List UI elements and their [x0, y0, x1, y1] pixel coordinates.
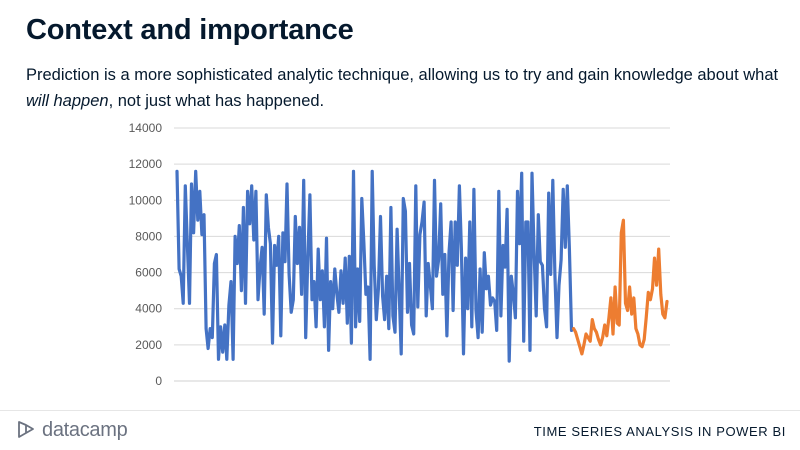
- y-tick-label: 10000: [129, 193, 163, 207]
- datacamp-logo: datacamp: [14, 418, 128, 442]
- forecast-series-line: [572, 218, 669, 356]
- footer-divider: [0, 410, 800, 411]
- y-tick-label: 6000: [135, 266, 162, 280]
- body-text-start: Prediction is a more sophisticated analy…: [26, 66, 779, 84]
- slide-title: Context and importance: [26, 14, 354, 46]
- y-tick-label: 2000: [135, 338, 162, 352]
- logo-wordmark: datacamp: [42, 418, 128, 441]
- y-tick-label: 14000: [129, 121, 163, 135]
- y-tick-label: 0: [155, 374, 162, 388]
- y-tick-label: 12000: [129, 157, 163, 171]
- y-tick-label: 4000: [135, 302, 162, 316]
- y-tick-label: 8000: [135, 229, 162, 243]
- datacamp-logo-icon: [18, 421, 34, 438]
- slide-body-text: Prediction is a more sophisticated analy…: [26, 62, 786, 114]
- body-text-end: , not just what has happened.: [108, 92, 325, 110]
- course-title: TIME SERIES ANALYSIS IN POWER BI: [533, 424, 786, 439]
- body-text-emphasis: will happen: [26, 92, 109, 110]
- time-series-line-chart: 0 2000 4000 6000 8000 10000 12000 14000: [129, 121, 670, 388]
- historical-series-line: [175, 169, 574, 363]
